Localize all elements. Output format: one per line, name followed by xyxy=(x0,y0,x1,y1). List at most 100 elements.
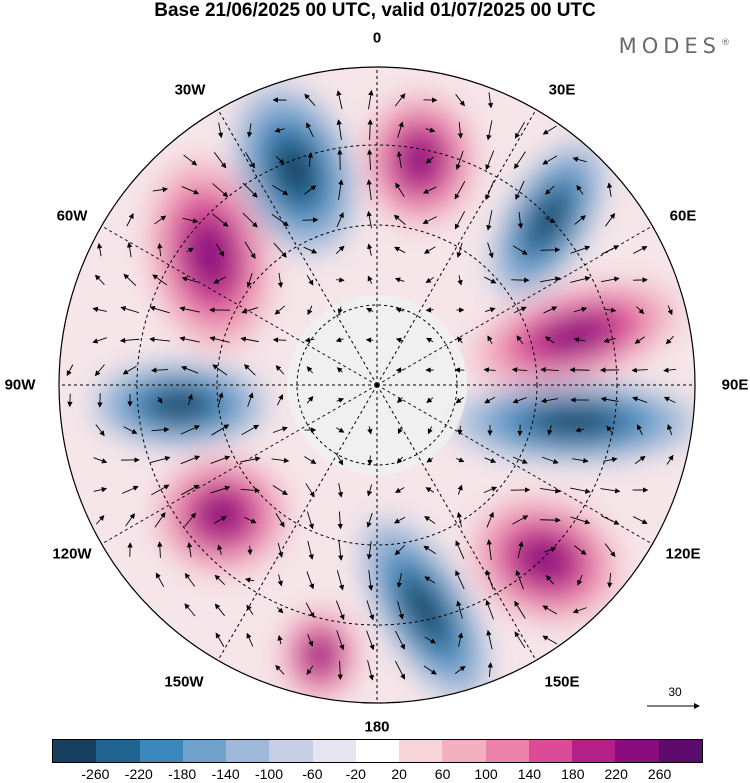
colorbar-tick-label: -60 xyxy=(302,766,323,782)
longitude-label: 90W xyxy=(4,376,36,394)
colorbar-segment xyxy=(528,740,573,762)
wind-vector-arrow xyxy=(337,483,344,498)
wind-vector-arrow xyxy=(423,545,437,555)
wind-vector-arrow xyxy=(366,149,373,171)
longitude-label: 150W xyxy=(164,673,204,691)
wind-vector-arrow xyxy=(241,424,260,436)
wind-vector-arrow xyxy=(486,511,494,528)
longitude-label: 90E xyxy=(721,376,749,394)
wind-vector-arrow xyxy=(517,541,524,559)
wind-vector-arrow xyxy=(276,606,284,614)
wind-vector-arrow xyxy=(184,512,197,527)
wind-vector-arrow xyxy=(337,149,343,171)
wind-vector-arrow xyxy=(601,245,620,255)
meridian-line xyxy=(101,225,378,386)
wind-vector-arrow xyxy=(120,306,139,314)
wind-vector-arrow xyxy=(543,306,558,314)
wind-vector-arrow xyxy=(242,212,258,228)
meridian-line xyxy=(376,225,653,386)
wind-vector-arrow xyxy=(214,574,226,585)
wind-vector-arrow xyxy=(573,337,586,343)
wind-vector-arrow xyxy=(336,212,344,228)
negative-anomaly-blob xyxy=(146,389,214,421)
wind-vector-arrow xyxy=(337,306,343,315)
wind-vector-arrow xyxy=(603,456,618,463)
wind-vector-arrow xyxy=(307,540,314,560)
wind-vector-layer xyxy=(66,89,676,681)
wind-vector-arrow xyxy=(180,425,200,435)
longitude-label: 0 xyxy=(372,29,382,47)
longitude-label: 30E xyxy=(548,81,576,99)
wind-vector-arrow xyxy=(181,365,199,374)
wind-vector-arrow xyxy=(213,516,227,524)
wind-vector-arrow xyxy=(246,632,254,647)
wind-vector-arrow xyxy=(119,337,140,344)
negative-anomaly-blob xyxy=(400,574,450,646)
wind-vector-arrow xyxy=(397,601,404,620)
wind-vector-arrow xyxy=(484,457,497,463)
colorbar-tick-label: -180 xyxy=(168,766,197,782)
wind-vector-arrow xyxy=(304,456,317,464)
wind-vector-arrow xyxy=(366,210,372,229)
wind-vector-arrow xyxy=(455,396,464,404)
wind-vector-arrow xyxy=(245,152,255,169)
wind-vector-arrow xyxy=(215,632,225,647)
wind-vector-arrow xyxy=(242,182,258,198)
wind-vector-arrow xyxy=(186,541,193,558)
wind-vector-arrow xyxy=(394,93,406,107)
wind-vector-arrow xyxy=(337,660,343,680)
wind-vector-arrow xyxy=(92,337,107,344)
colorbar-tick-label: 180 xyxy=(561,766,585,782)
wind-vector-arrow xyxy=(335,337,344,343)
wind-vector-arrow xyxy=(186,247,195,253)
wind-vector-arrow xyxy=(302,217,319,223)
positive-anomaly-blob xyxy=(304,637,336,673)
wind-vector-arrow xyxy=(512,456,528,464)
wind-vector-arrow xyxy=(277,272,284,288)
wind-vector-arrow xyxy=(274,305,285,315)
wind-vector-arrow xyxy=(456,457,465,463)
longitude-label: 60W xyxy=(56,207,88,225)
wind-vector-arrow xyxy=(454,665,466,674)
wind-vector-arrow xyxy=(395,630,405,650)
wind-vector-arrow xyxy=(395,182,405,197)
wind-vector-arrow xyxy=(426,457,434,463)
wind-vector-arrow xyxy=(157,242,163,257)
wind-vector-arrow xyxy=(217,122,224,139)
wind-vector-arrow xyxy=(152,186,169,193)
wind-vector-arrow xyxy=(570,245,591,254)
wind-vector-arrow xyxy=(126,213,134,227)
wind-vector-arrow xyxy=(457,336,463,344)
negative-anomaly-blob xyxy=(271,137,319,203)
wind-vector-arrow xyxy=(243,364,256,376)
wind-vector-arrow xyxy=(246,273,253,288)
wind-vector-arrow xyxy=(487,92,494,109)
wind-vector-arrow xyxy=(181,186,200,195)
wind-vector-arrow xyxy=(307,305,313,316)
wind-vector-arrow xyxy=(632,396,648,403)
latitude-circle xyxy=(216,224,538,546)
wind-vector-arrow xyxy=(272,485,288,496)
wind-vector-arrow xyxy=(123,273,137,286)
meridian-line xyxy=(101,384,378,545)
wind-vector-arrow xyxy=(306,274,314,286)
wind-vector-arrow xyxy=(151,426,170,433)
colorbar-tick-label: -20 xyxy=(345,766,366,782)
wind-vector-arrow xyxy=(487,242,494,259)
wind-vector-arrow xyxy=(247,545,253,556)
colorbar-segment xyxy=(226,740,270,762)
wind-vector-arrow xyxy=(487,335,493,345)
brand-logo: MODES® xyxy=(619,34,730,58)
wind-vector-arrow xyxy=(605,212,616,227)
wind-vector-arrow xyxy=(542,635,558,645)
wind-vector-arrow xyxy=(393,214,406,225)
wind-vector-arrow xyxy=(66,364,74,377)
wind-vector-arrow xyxy=(210,485,231,494)
wind-vector-arrow xyxy=(157,541,163,558)
wind-vector-arrow xyxy=(517,211,524,229)
wind-vector-arrow xyxy=(544,546,557,553)
wind-vector-arrow xyxy=(485,307,496,313)
wind-vector-arrow xyxy=(244,577,255,583)
wind-vector-arrow xyxy=(394,246,406,254)
meridian-line xyxy=(376,109,537,386)
